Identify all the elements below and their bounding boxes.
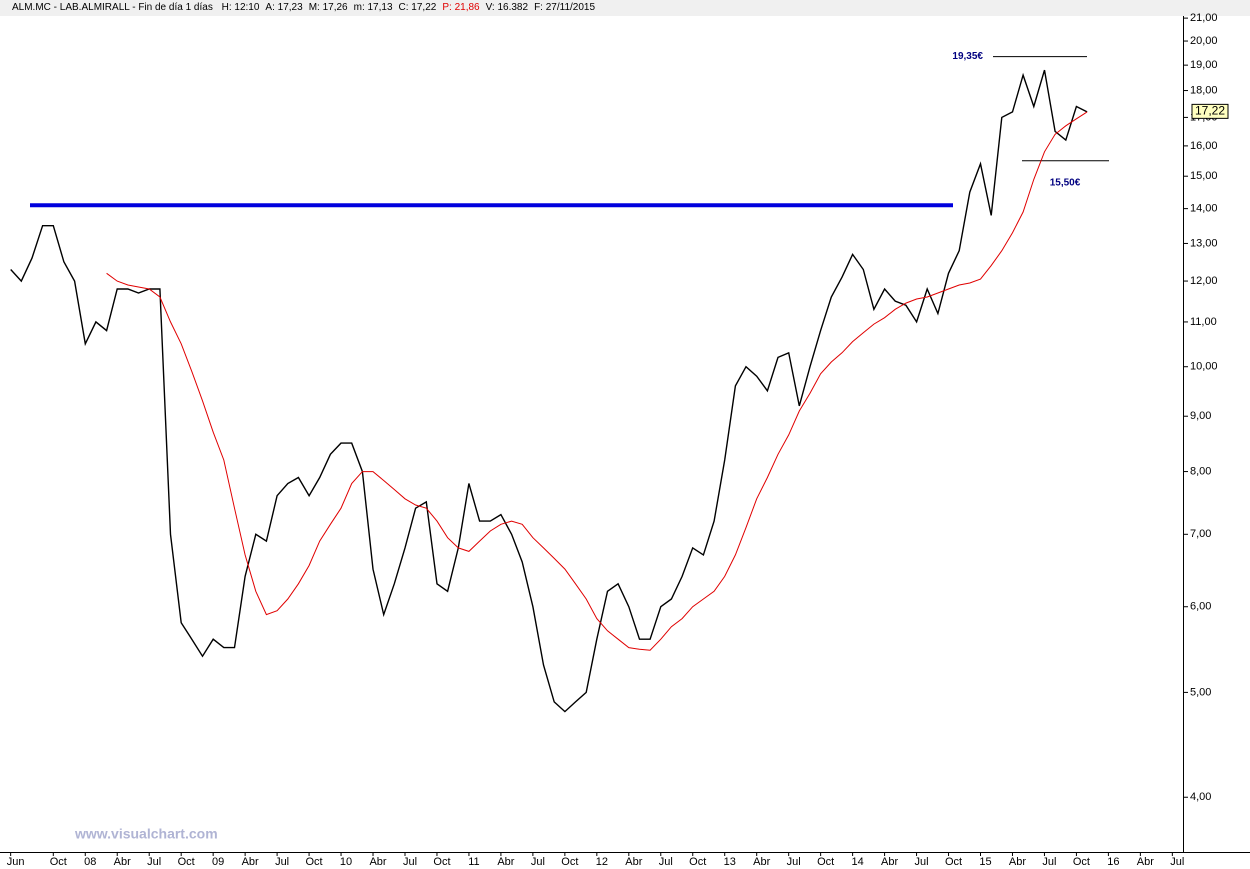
quote-item: A: 17,23 <box>265 2 303 13</box>
y-tick-label: 4,00 <box>1190 791 1211 803</box>
watermark: www.visualchart.com <box>74 826 218 842</box>
x-tick-label: 13 <box>724 856 736 868</box>
y-tick-label: 11,00 <box>1190 316 1217 328</box>
y-tick-label: 14,00 <box>1190 203 1218 215</box>
y-tick-label: 16,00 <box>1190 140 1218 152</box>
x-tick-label: 15 <box>979 856 991 868</box>
x-tick-label: Jul <box>659 856 673 868</box>
level-label: 19,35€ <box>952 51 983 62</box>
x-tick-label: Oct <box>178 856 195 868</box>
x-tick-label: Jun <box>7 856 25 868</box>
x-tick-label: 10 <box>340 856 352 868</box>
quote-item: m: 17,13 <box>353 2 393 13</box>
x-tick-label: 09 <box>212 856 224 868</box>
x-tick-label: Jul <box>531 856 545 868</box>
x-tick-label: Abr <box>625 856 642 868</box>
price-line <box>10 69 1088 713</box>
x-tick-label: Oct <box>561 856 578 868</box>
x-tick-label: Oct <box>945 856 962 868</box>
x-tick-label: Jul <box>403 856 417 868</box>
y-tick-label: 18,00 <box>1190 84 1218 96</box>
x-tick-label: Abr <box>753 856 770 868</box>
y-tick-label: 20,00 <box>1190 35 1218 47</box>
x-tick-label: Jul <box>275 856 289 868</box>
y-tick-label: 9,00 <box>1190 410 1211 422</box>
chart-title: ALM.MC - LAB.ALMIRALL - Fin de día 1 día… <box>12 2 213 13</box>
y-tick-label: 21,00 <box>1190 12 1218 24</box>
x-tick-label: 16 <box>1107 856 1119 868</box>
x-tick-label: Oct <box>306 856 323 868</box>
x-tick-label: Abr <box>242 856 259 868</box>
x-tick-label: Jul <box>915 856 929 868</box>
x-tick-label: Abr <box>369 856 386 868</box>
y-tick-label: 6,00 <box>1190 601 1211 613</box>
quote-item: C: 17,22 <box>398 2 437 13</box>
x-tick-label: Oct <box>1073 856 1090 868</box>
x-tick-label: Abr <box>114 856 131 868</box>
x-tick-label: Abr <box>497 856 514 868</box>
y-tick-label: 8,00 <box>1190 465 1211 477</box>
quote-item: V: 16.382 <box>485 2 529 13</box>
x-tick-label: Abr <box>1009 856 1026 868</box>
quote-item: F: 27/11/2015 <box>534 2 596 13</box>
x-tick-label: Abr <box>1137 856 1154 868</box>
y-tick-label: 13,00 <box>1190 237 1218 249</box>
x-tick-label: Abr <box>881 856 898 868</box>
level-label: 15,50€ <box>1050 177 1081 188</box>
x-tick-label: Jul <box>787 856 801 868</box>
x-tick-label: Oct <box>817 856 834 868</box>
x-tick-label: Jul <box>1170 856 1184 868</box>
x-tick-label: Oct <box>50 856 67 868</box>
y-tick-label: 15,00 <box>1190 170 1218 182</box>
quote-item: M: 17,26 <box>308 2 348 13</box>
last-price-label: 17,22 <box>1195 104 1225 118</box>
x-tick-label: Jul <box>147 856 161 868</box>
price-line <box>106 111 1088 651</box>
y-tick-label: 12,00 <box>1190 275 1218 287</box>
y-tick-label: 19,00 <box>1190 59 1218 71</box>
quote-item: H: 12:10 <box>221 2 260 13</box>
quote-bar: ALM.MC - LAB.ALMIRALL - Fin de día 1 día… <box>0 0 1250 16</box>
y-tick-label: 7,00 <box>1190 528 1211 540</box>
last-price-box <box>1191 103 1229 119</box>
x-tick-label: Oct <box>689 856 706 868</box>
x-tick-label: 12 <box>596 856 608 868</box>
x-tick-label: 08 <box>84 856 96 868</box>
x-tick-label: 11 <box>468 856 479 868</box>
x-tick-label: Oct <box>433 856 450 868</box>
x-tick-label: 14 <box>851 856 863 868</box>
plot-area <box>0 16 1183 852</box>
quote-item: P: 21,86 <box>442 2 480 13</box>
y-tick-label: 5,00 <box>1190 686 1211 698</box>
y-tick-label: 10,00 <box>1190 361 1218 373</box>
x-tick-label: Jul <box>1042 856 1056 868</box>
